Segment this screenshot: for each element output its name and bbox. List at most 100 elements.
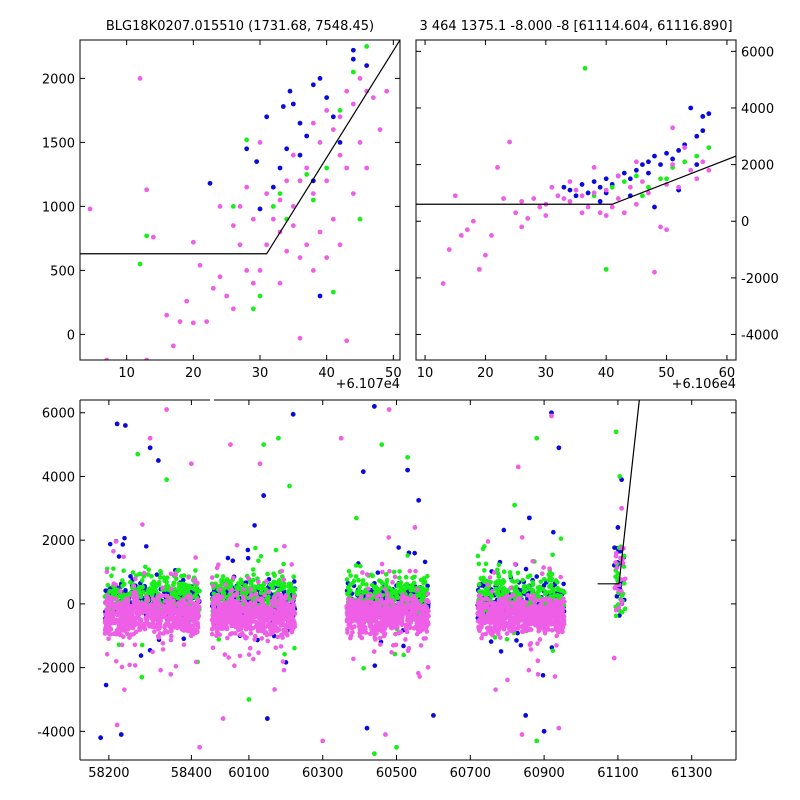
data-point-green (172, 587, 178, 592)
data-point-green (220, 574, 226, 579)
data-point-pink (338, 435, 344, 441)
data-point-pink (156, 635, 162, 640)
data-point-pink (537, 204, 543, 210)
data-point-pink (222, 652, 228, 657)
data-point-green (265, 571, 270, 577)
data-point-green (504, 589, 510, 594)
data-point-green (357, 584, 362, 590)
x-tick-label: 60500 (376, 766, 417, 781)
data-point-green (216, 637, 222, 642)
data-point-pink (377, 127, 383, 132)
data-point-blue (425, 583, 430, 589)
data-point-green (165, 575, 170, 580)
data-point-blue (122, 423, 128, 428)
data-point-pink (241, 587, 247, 592)
data-point-pink (390, 615, 396, 621)
data-point-pink (195, 629, 200, 635)
data-point-blue (364, 63, 370, 68)
data-point-pink (160, 614, 166, 619)
data-point-pink (544, 605, 549, 610)
data-point-green (164, 477, 170, 483)
data-point-pink (524, 622, 529, 628)
data-point-pink (383, 732, 388, 737)
data-point-blue (640, 162, 645, 168)
data-point-pink (479, 635, 484, 641)
data-point-pink (210, 285, 216, 291)
data-point-pink (310, 268, 316, 273)
data-point-green (392, 589, 398, 595)
data-point-pink (183, 610, 188, 615)
data-point-pink (233, 624, 238, 630)
data-point-pink (169, 628, 174, 634)
data-point-pink (246, 606, 252, 612)
data-point-pink (658, 224, 663, 230)
data-point-pink (417, 629, 423, 634)
data-point-pink (225, 635, 230, 641)
data-point-pink (688, 167, 694, 173)
data-point-green (526, 583, 531, 589)
data-point-green (384, 580, 389, 586)
data-point-pink (415, 616, 421, 622)
data-point-pink (573, 187, 579, 193)
data-point-green (497, 593, 503, 598)
data-point-pink (355, 597, 361, 603)
data-point-pink (344, 88, 350, 94)
data-point-blue (244, 146, 250, 152)
data-point-pink (165, 619, 171, 625)
data-point-blue (103, 682, 109, 688)
data-point-pink (591, 190, 597, 196)
data-point-green (640, 193, 645, 199)
data-point-pink (413, 606, 419, 612)
data-point-blue (405, 467, 410, 473)
data-point-pink (519, 535, 525, 540)
data-point-pink (337, 152, 343, 158)
data-point-pink (181, 642, 187, 648)
data-point-pink (143, 603, 149, 608)
data-point-pink (189, 617, 195, 622)
data-point-green (357, 563, 363, 569)
data-point-pink (555, 606, 561, 612)
data-point-pink (403, 637, 408, 642)
data-point-green (135, 451, 141, 457)
data-point-green (379, 442, 385, 448)
data-point-pink (223, 582, 228, 587)
data-point-pink (164, 312, 170, 318)
data-point-pink (487, 617, 492, 623)
data-point-pink (240, 594, 246, 599)
data-point-pink (138, 617, 144, 623)
data-point-pink (344, 338, 350, 344)
data-point-pink (180, 597, 186, 603)
data-point-blue (688, 105, 694, 111)
data-point-green (425, 573, 430, 579)
data-point-pink (188, 627, 193, 632)
data-point-pink (278, 644, 284, 649)
data-point-blue (277, 165, 283, 171)
data-point-pink (501, 625, 507, 630)
data-point-pink (230, 223, 236, 229)
data-point-pink (515, 464, 521, 470)
data-point-pink (381, 633, 387, 639)
data-point-pink (193, 555, 198, 560)
data-point-pink (168, 571, 174, 577)
data-point-pink (290, 152, 296, 158)
data-point-green (495, 579, 500, 584)
data-point-pink (230, 613, 236, 619)
data-point-pink (412, 525, 418, 530)
data-point-pink (615, 196, 621, 201)
data-point-pink (122, 611, 127, 616)
data-point-green (281, 581, 287, 586)
data-point-green (617, 474, 623, 479)
data-point-green (489, 594, 494, 599)
data-point-pink (282, 616, 288, 622)
data-point-green (120, 578, 125, 583)
data-point-pink (195, 597, 201, 603)
data-point-green (482, 568, 487, 573)
data-point-pink (152, 629, 157, 635)
data-point-pink (115, 612, 120, 618)
data-point-pink (265, 622, 271, 628)
data-point-green (364, 44, 370, 49)
data-point-green (304, 172, 310, 177)
data-point-green (499, 581, 504, 587)
